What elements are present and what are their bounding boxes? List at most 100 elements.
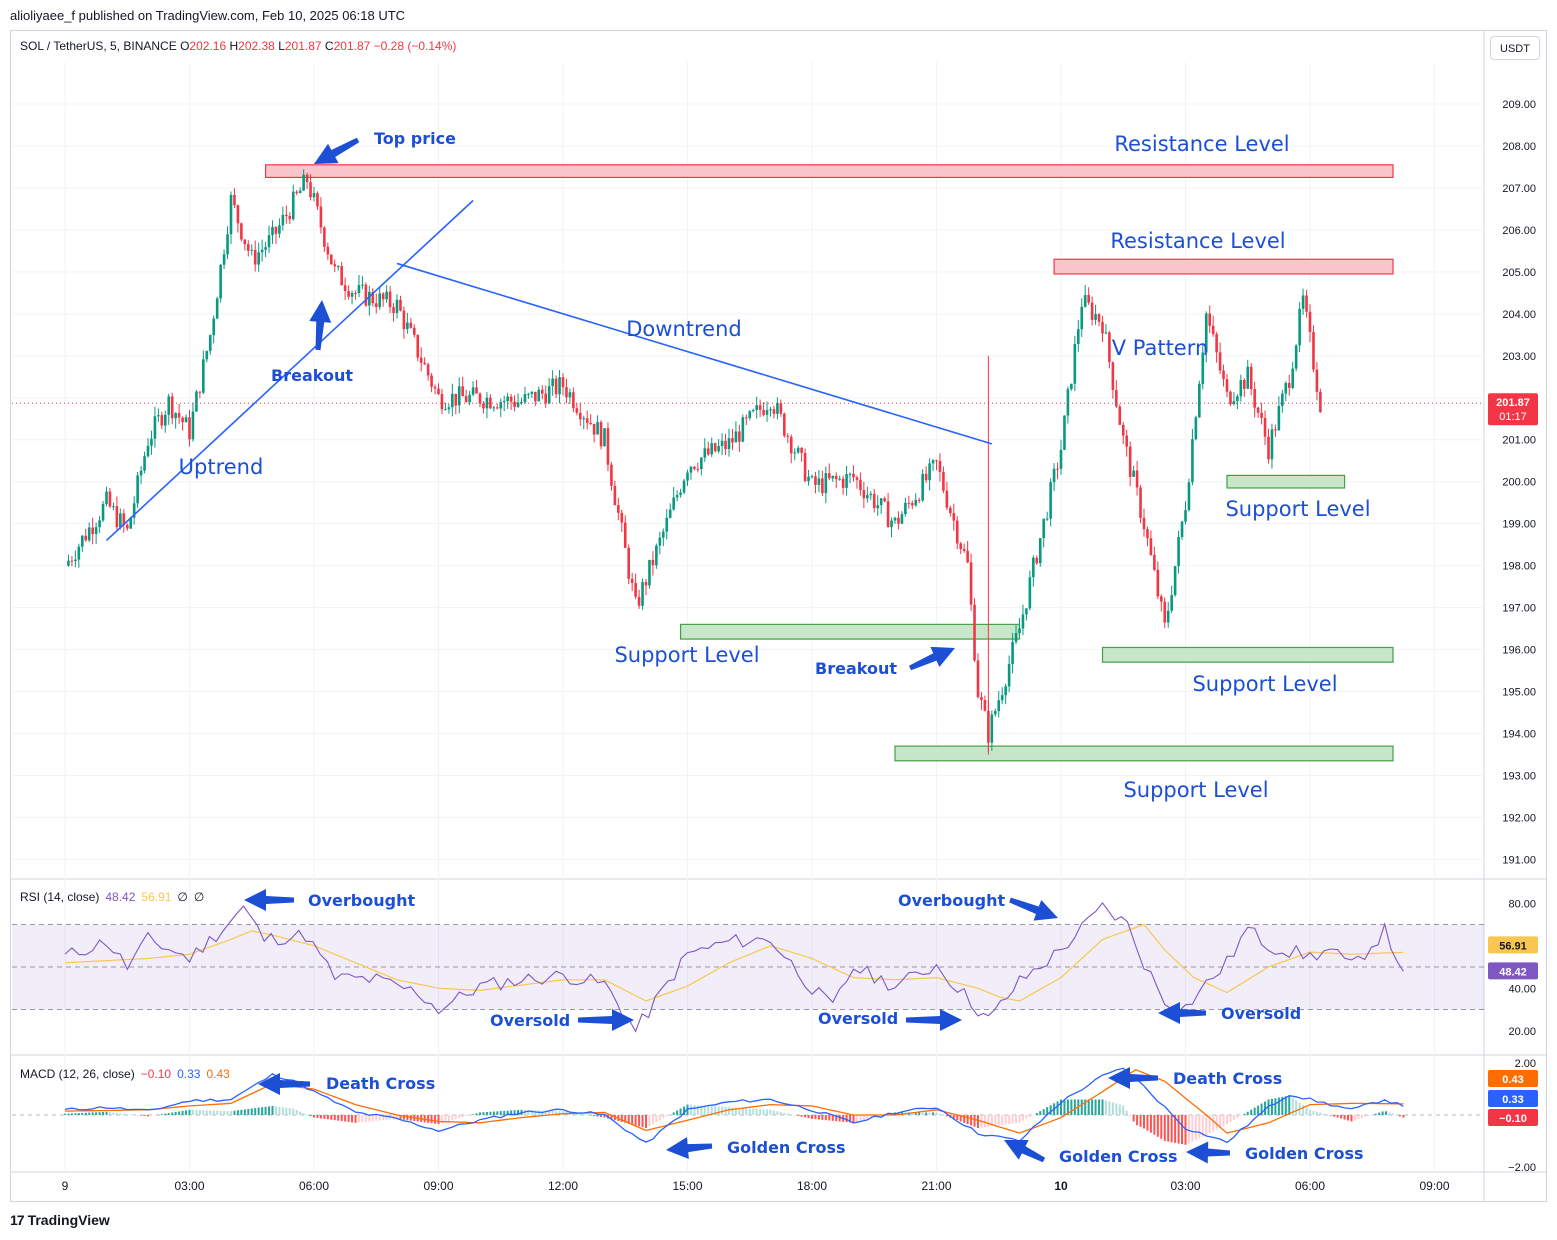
macd-hist-bar xyxy=(669,1114,672,1115)
macd-hist-bar xyxy=(81,1112,84,1115)
macd-hist-bar xyxy=(236,1110,239,1115)
candle-body xyxy=(1108,332,1111,363)
macd-hist-bar xyxy=(959,1115,962,1122)
candle-body xyxy=(983,700,987,711)
candle-body xyxy=(1319,391,1322,413)
macd-hist-bar xyxy=(1392,1113,1394,1115)
macd-hist-bar xyxy=(752,1108,755,1115)
macd-hist-bar xyxy=(1063,1099,1066,1115)
support-zone xyxy=(679,623,1021,640)
support-label: Support Level xyxy=(1225,497,1370,521)
macd-hist-bar xyxy=(1226,1115,1228,1125)
candle-body xyxy=(374,303,378,307)
candle-body xyxy=(980,697,983,701)
macd-hist-bar xyxy=(482,1112,485,1115)
macd-hist-bar xyxy=(447,1115,450,1122)
candle-body xyxy=(540,389,544,394)
macd-hist-bar xyxy=(427,1115,430,1123)
price-tick-label: 193.00 xyxy=(1502,770,1536,782)
symbol-label[interactable]: SOL / TetherUS, 5, BINANCE xyxy=(20,39,177,53)
currency-button[interactable]: USDT xyxy=(1490,36,1540,60)
macd-hist-bar xyxy=(790,1114,793,1115)
breakout-label: Breakout xyxy=(815,659,897,678)
macd-hist-bar xyxy=(855,1115,858,1122)
macd-hist-bar xyxy=(1257,1105,1260,1115)
candle-body xyxy=(672,497,675,510)
macd-hist-bar xyxy=(1264,1101,1267,1115)
macd-hist-bar xyxy=(869,1115,872,1119)
macd-hist-bar xyxy=(1378,1112,1381,1115)
macd-hist-bar xyxy=(496,1111,499,1115)
macd-hist-bar xyxy=(140,1115,143,1116)
macd-hist-bar xyxy=(444,1115,447,1123)
macd-hist-bar xyxy=(990,1115,993,1127)
support-zone xyxy=(1101,646,1394,663)
candle-body xyxy=(955,520,959,544)
macd-hist-bar xyxy=(247,1108,250,1115)
candle-body xyxy=(285,214,288,217)
candle-body xyxy=(876,505,880,509)
ohlc-legend: SOL / TetherUS, 5, BINANCE O202.16 H202.… xyxy=(20,39,456,53)
open-value: 202.16 xyxy=(189,39,227,53)
macd-hist-bar xyxy=(911,1112,914,1115)
candle-body xyxy=(278,225,281,234)
candle-body xyxy=(136,475,139,504)
arrow-icon xyxy=(314,137,360,164)
candle-body xyxy=(495,407,499,409)
macd-hist-bar xyxy=(434,1115,437,1124)
candle-body xyxy=(101,503,105,521)
candle-body xyxy=(184,417,188,423)
rsi-legend[interactable]: RSI (14, close) 48.42 56.91 ∅ ∅ xyxy=(20,890,210,904)
candle-body xyxy=(1156,569,1160,597)
candle-body xyxy=(1087,295,1090,303)
macd-hist-bar xyxy=(1350,1115,1353,1122)
candle-body xyxy=(696,468,700,470)
macd-hist-bar xyxy=(1163,1115,1166,1141)
macd-hist-bar xyxy=(1170,1115,1173,1143)
candle-body xyxy=(447,407,451,410)
candle-body xyxy=(686,472,689,481)
candle-body xyxy=(1177,537,1180,567)
macd-hist-bar xyxy=(503,1110,506,1115)
close-label: C xyxy=(324,39,334,53)
candle-body xyxy=(720,440,724,447)
macd-hist-bar xyxy=(319,1115,322,1119)
macd-hist-bar xyxy=(821,1115,824,1120)
macd-hist-bar xyxy=(714,1106,717,1115)
macd-hist-bar xyxy=(510,1110,513,1115)
macd-legend[interactable]: MACD (12, 26, close) −0.10 0.33 0.43 xyxy=(20,1067,236,1081)
candle-body xyxy=(1208,313,1212,326)
macd-hist-bar xyxy=(364,1115,367,1122)
candle-body xyxy=(744,417,748,419)
macd-hist-bar xyxy=(499,1111,502,1115)
candle-body xyxy=(644,582,648,586)
candle-body xyxy=(1097,314,1101,322)
candle-body xyxy=(98,520,101,528)
arrow-icon xyxy=(1108,1067,1158,1089)
candle-body xyxy=(288,216,292,220)
macd-hist-bar xyxy=(479,1112,481,1115)
macd-hist-bar xyxy=(544,1110,547,1115)
macd-hist-bar xyxy=(1326,1114,1329,1116)
macd-hist-bar xyxy=(1080,1099,1083,1115)
candle-body xyxy=(509,396,513,402)
candle-body xyxy=(444,409,447,411)
candle-body xyxy=(758,405,762,410)
oversold-label: Oversold xyxy=(818,1009,898,1028)
tradingview-logo[interactable]: 17 TradingView xyxy=(10,1212,110,1228)
candle-body xyxy=(1056,468,1059,470)
macd-tick-label: 2.00 xyxy=(1515,1058,1536,1070)
candle-body xyxy=(170,396,174,419)
candle-body xyxy=(1045,518,1049,520)
macd-hist-bar xyxy=(1184,1115,1187,1145)
candle-body xyxy=(779,403,783,414)
candle-body xyxy=(637,596,641,606)
candle-body xyxy=(1159,596,1163,602)
candle-body xyxy=(724,440,727,450)
macd-hist-bar xyxy=(1281,1096,1284,1115)
macd-hist-bar xyxy=(1049,1105,1052,1115)
time-tick-label: 18:00 xyxy=(797,1179,827,1193)
macd-hist-bar xyxy=(731,1107,734,1115)
